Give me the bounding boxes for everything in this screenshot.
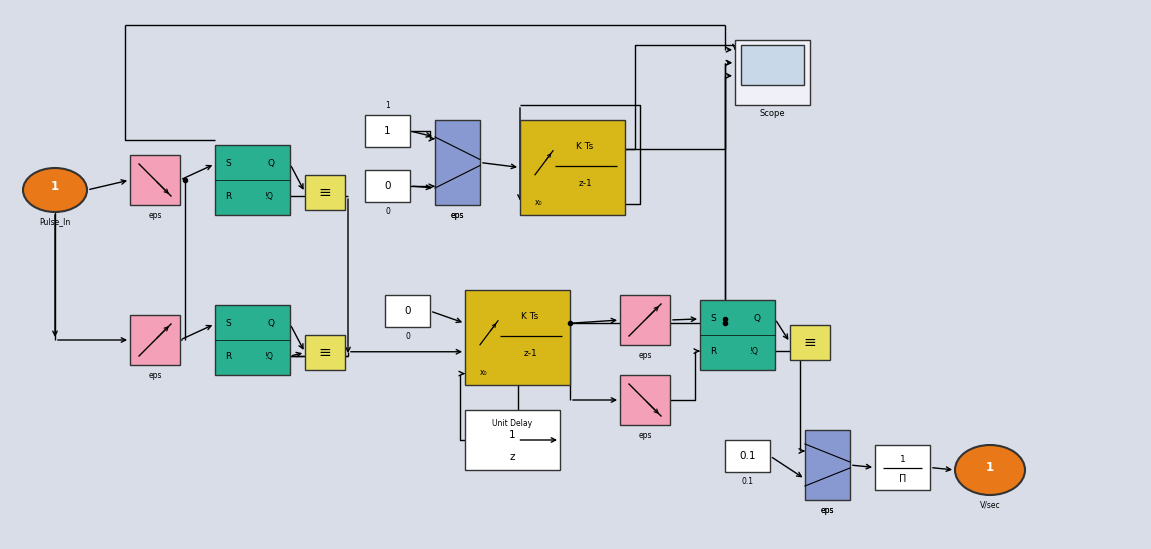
Text: K Ts: K Ts [577,142,594,151]
Text: !Q: !Q [750,346,759,356]
Text: eps: eps [451,210,464,220]
FancyBboxPatch shape [620,295,670,345]
FancyBboxPatch shape [620,375,670,425]
Text: Q: Q [753,315,760,323]
FancyBboxPatch shape [741,45,805,85]
FancyBboxPatch shape [465,290,570,385]
FancyBboxPatch shape [465,410,561,470]
Text: ≡: ≡ [803,335,816,350]
Text: x₀: x₀ [535,198,542,207]
Text: 0: 0 [386,206,390,216]
Text: 0: 0 [384,181,390,191]
FancyBboxPatch shape [215,305,290,375]
Text: 1: 1 [51,181,59,193]
FancyBboxPatch shape [384,295,430,327]
FancyBboxPatch shape [875,445,930,490]
Text: eps: eps [148,371,162,379]
Text: 1: 1 [509,430,516,440]
FancyBboxPatch shape [790,325,830,360]
Text: 1: 1 [986,461,994,473]
Text: Scope: Scope [760,109,785,117]
Text: Q: Q [268,320,275,328]
Text: z-1: z-1 [524,349,538,358]
Text: eps: eps [148,210,162,220]
Text: ≡: ≡ [319,185,331,200]
Text: eps: eps [451,210,464,220]
FancyBboxPatch shape [130,315,180,365]
Text: Pulse_In: Pulse_In [39,217,70,227]
FancyBboxPatch shape [305,335,345,370]
Text: 1: 1 [900,455,906,464]
Ellipse shape [955,445,1026,495]
Text: R: R [224,192,231,200]
Text: R: R [224,351,231,361]
FancyBboxPatch shape [435,120,480,205]
FancyBboxPatch shape [520,120,625,215]
Text: S: S [224,159,230,169]
Text: 0: 0 [404,306,411,316]
Text: 1: 1 [384,126,391,136]
Text: z-1: z-1 [578,179,592,188]
FancyBboxPatch shape [805,430,849,500]
Text: !Q: !Q [265,351,274,361]
Text: !Q: !Q [265,192,274,200]
Text: Π: Π [899,474,906,484]
FancyBboxPatch shape [700,300,775,370]
FancyBboxPatch shape [215,145,290,215]
Text: eps: eps [821,506,834,514]
FancyBboxPatch shape [305,175,345,210]
Text: V/sec: V/sec [980,501,1000,509]
Text: S: S [710,315,716,323]
Text: S: S [224,320,230,328]
FancyBboxPatch shape [365,115,410,147]
FancyBboxPatch shape [725,440,770,472]
FancyBboxPatch shape [365,170,410,202]
Text: K Ts: K Ts [521,312,539,321]
Text: x₀: x₀ [480,368,488,377]
Text: eps: eps [639,430,651,440]
Text: ≡: ≡ [319,345,331,360]
Text: z: z [510,452,516,462]
FancyBboxPatch shape [130,155,180,205]
Text: eps: eps [639,350,651,360]
Text: eps: eps [821,506,834,514]
Text: R: R [710,346,716,356]
Text: 1: 1 [386,102,390,110]
Text: 0: 0 [405,332,410,340]
Text: 0.1: 0.1 [739,451,756,461]
Text: Unit Delay: Unit Delay [493,418,533,428]
FancyBboxPatch shape [735,40,810,105]
Text: Q: Q [268,159,275,169]
Ellipse shape [23,168,87,212]
Text: 0.1: 0.1 [741,477,754,485]
